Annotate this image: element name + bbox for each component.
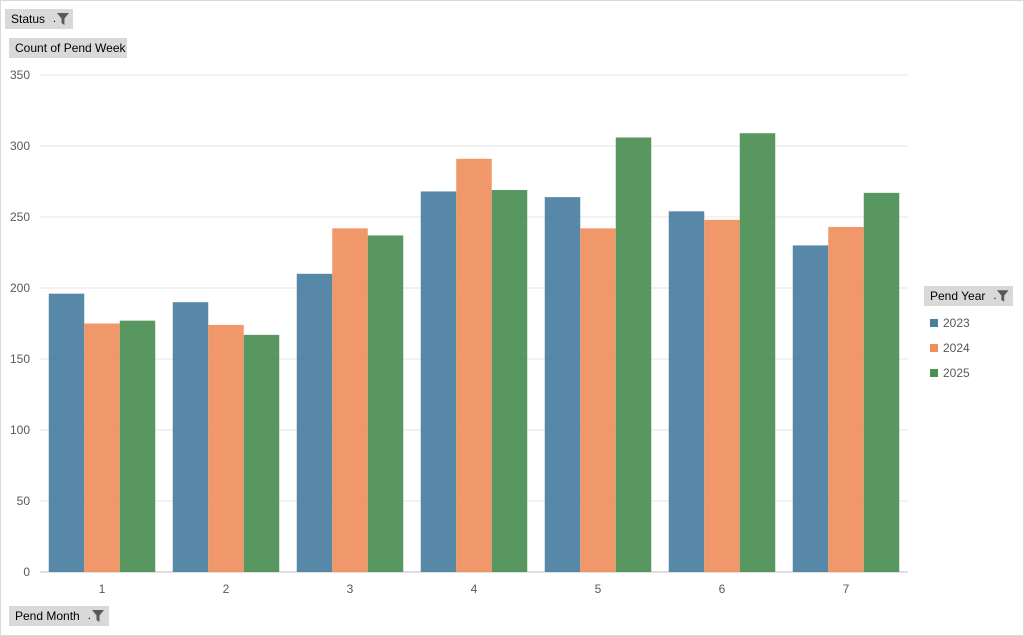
status-filter-button[interactable]: Status . [5,9,73,29]
legend-item-2023[interactable]: 2023 [930,310,970,335]
bar-2024-6[interactable] [704,219,740,572]
bar-2023-1[interactable] [48,293,85,572]
bar-2023-2[interactable] [172,302,209,572]
legend-label: 2023 [943,315,970,330]
filter-icon[interactable] [57,13,69,25]
pend-year-label: Pend Year [930,289,986,303]
y-tick-label: 100 [10,423,30,437]
x-tick-label: 4 [471,582,478,596]
y-axis-ticks: 0 50 100 150 200 250 300 350 [10,68,30,579]
y-tick-label: 150 [10,352,30,366]
x-tick-label: 1 [99,582,106,596]
bar-2025-7[interactable] [863,192,900,573]
bar-2024-4[interactable] [456,158,492,572]
bar-2024-1[interactable] [84,323,120,573]
value-field-label: Count of Pend Week [15,41,126,55]
bar-2024-5[interactable] [580,228,616,573]
bar-2025-3[interactable] [367,235,404,572]
bar-2023-7[interactable] [792,245,829,572]
x-axis-ticks: 1 2 3 4 5 6 7 [99,582,850,596]
pend-month-field-button[interactable]: Pend Month . [9,606,109,626]
y-tick-label: 0 [23,565,30,579]
bar-2024-3[interactable] [332,228,368,573]
y-tick-label: 200 [10,281,30,295]
pend-year-dropdown-mark: . [993,290,997,302]
legend-item-2024[interactable]: 2024 [930,335,970,360]
legend-swatch [930,318,938,327]
legend-label: 2025 [943,365,970,380]
pend-month-label: Pend Month [15,609,80,623]
bar-2024-2[interactable] [208,324,244,572]
y-tick-label: 300 [10,139,30,153]
legend-swatch [930,368,938,377]
value-field-button[interactable]: Count of Pend Week [9,38,127,58]
y-tick-label: 50 [17,494,31,508]
bar-2023-3[interactable] [296,273,333,572]
legend-label: 2024 [943,340,970,355]
bar-2024-7[interactable] [828,226,864,572]
pend-year-field-button[interactable]: Pend Year . [924,286,1013,306]
x-tick-label: 7 [843,582,850,596]
status-filter-label: Status [11,12,46,26]
bar-2025-2[interactable] [243,334,280,572]
bar-2025-5[interactable] [615,137,652,573]
status-dropdown-mark: . [53,13,57,25]
bar-2025-6[interactable] [739,133,776,572]
filter-icon[interactable] [997,290,1009,302]
legend-swatch [930,343,938,352]
bars [48,133,900,573]
legend: 2023 2024 2025 [930,310,970,385]
y-tick-label: 250 [10,210,30,224]
pend-month-dropdown-mark: . [87,610,91,622]
y-tick-label: 350 [10,68,30,82]
x-tick-label: 3 [347,582,354,596]
legend-item-2025[interactable]: 2025 [930,360,970,385]
x-tick-label: 5 [595,582,602,596]
x-tick-label: 6 [719,582,726,596]
filter-icon[interactable] [91,610,104,622]
bar-2023-4[interactable] [420,191,457,572]
bar-2025-1[interactable] [119,320,156,572]
bar-2025-4[interactable] [491,190,528,572]
x-tick-label: 2 [223,582,230,596]
bar-2023-5[interactable] [544,197,581,572]
bar-2023-6[interactable] [668,211,705,572]
